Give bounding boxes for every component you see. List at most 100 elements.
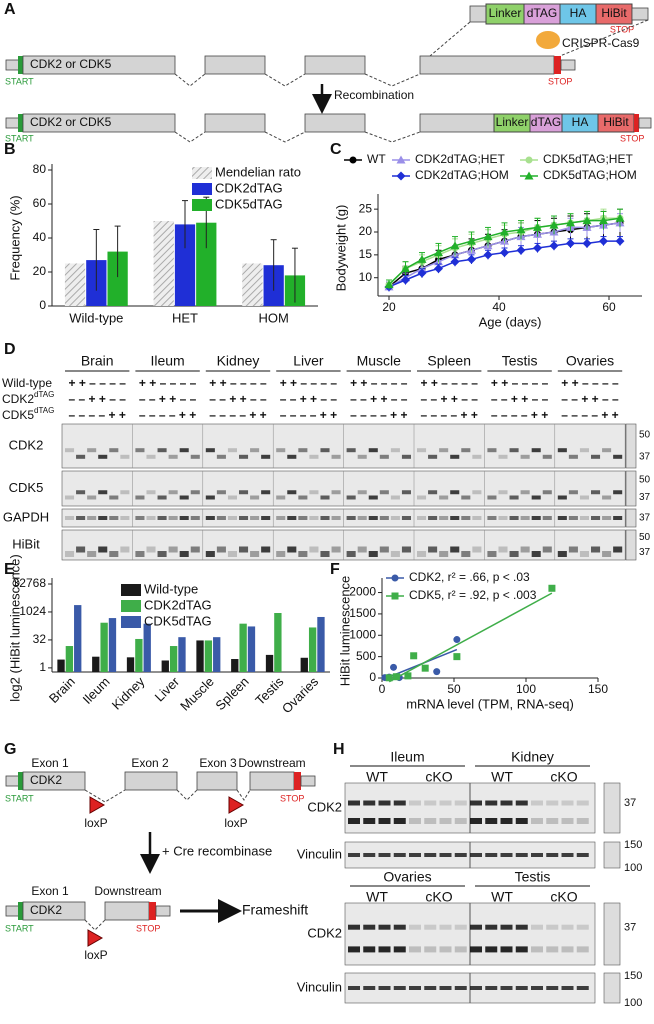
band — [168, 490, 178, 495]
start-label: START — [5, 923, 34, 933]
band — [190, 490, 200, 495]
band — [409, 853, 421, 857]
band — [348, 853, 360, 857]
legend-label: Wild-type — [144, 581, 198, 596]
legend-label: WT — [367, 152, 386, 166]
band — [472, 490, 482, 495]
band — [531, 946, 543, 953]
y-tick-label: 40 — [33, 230, 47, 244]
band — [546, 853, 559, 857]
y-axis-label: log2 (HiBit luminescence) — [7, 554, 22, 701]
band — [363, 924, 376, 930]
insert-label: HA — [570, 6, 587, 20]
bar — [178, 637, 186, 672]
data-point — [615, 236, 625, 246]
genotype-marks: – – – – + + — [139, 408, 196, 422]
band — [520, 516, 530, 520]
band — [190, 546, 200, 553]
genotype-label: cKO — [550, 769, 577, 785]
band — [287, 490, 297, 495]
mw-label: 37 — [639, 452, 651, 463]
band — [557, 495, 567, 500]
mw-label: 100 — [624, 862, 642, 874]
genotype-marks: – – + + – – — [491, 392, 549, 406]
band — [470, 853, 482, 857]
band — [331, 490, 341, 495]
band — [439, 818, 452, 824]
genotype-label: CDK2dTAG — [2, 390, 54, 406]
blot-label: GAPDH — [3, 509, 49, 524]
data-point — [566, 218, 575, 227]
genotype-label: WT — [491, 769, 513, 785]
x-axis-label: mRNA level (TPM, RNA-seq) — [406, 696, 574, 711]
ladder — [625, 423, 637, 469]
blot-label: CDK5 — [9, 480, 44, 495]
band — [500, 946, 513, 953]
band — [500, 924, 513, 930]
band — [542, 546, 552, 553]
y-axis-label: Frequency (%) — [7, 195, 22, 280]
legend-label: CDK2dTAG;HOM — [415, 168, 509, 182]
x-tick-label: 50 — [447, 682, 461, 696]
loxp-label: loxP — [84, 816, 107, 830]
band — [450, 490, 460, 495]
band — [470, 946, 482, 953]
result-label: Frameshift — [242, 902, 308, 918]
loxp-label: loxP — [84, 948, 107, 962]
blot-label: HiBit — [12, 536, 40, 551]
band — [320, 495, 330, 500]
band — [250, 516, 260, 520]
genotype-label: cKO — [425, 889, 452, 905]
band — [157, 495, 167, 500]
band — [368, 495, 378, 500]
band — [472, 546, 482, 553]
ladder — [625, 470, 637, 507]
data-point — [390, 663, 398, 671]
band — [557, 516, 567, 520]
band — [393, 946, 406, 953]
data-point — [533, 222, 542, 231]
band — [146, 516, 156, 520]
genotype-marks: – – – – + + — [491, 408, 548, 422]
x-tick-label: 20 — [382, 300, 396, 314]
band — [87, 495, 97, 500]
band — [417, 551, 427, 557]
band — [498, 454, 508, 459]
y-tick-label: 1 — [39, 660, 46, 674]
x-tick-label: Wild-type — [69, 310, 123, 325]
band — [450, 454, 460, 459]
panel-label: H — [333, 741, 345, 758]
band — [393, 853, 406, 857]
band — [579, 448, 589, 453]
genotype-marks: + + – – – – — [209, 376, 267, 390]
band — [591, 516, 601, 520]
band — [331, 516, 341, 520]
band — [205, 551, 215, 557]
stop-label: STOP — [548, 76, 572, 86]
band — [546, 924, 559, 930]
band — [379, 454, 389, 459]
tissue-label: Liver — [293, 353, 324, 369]
band — [500, 818, 513, 824]
start-label: START — [5, 793, 34, 803]
mw-label: 37 — [639, 492, 651, 503]
legend-marker — [391, 574, 399, 582]
tissue-label: Kidney — [511, 749, 554, 765]
data-point — [450, 257, 460, 267]
band — [485, 853, 498, 857]
band — [135, 551, 145, 557]
panel-label: D — [4, 341, 16, 358]
genotype-label: cKO — [425, 769, 452, 785]
cas9 — [536, 31, 560, 49]
band — [568, 516, 578, 520]
y-tick-label: 1000 — [349, 627, 376, 641]
exon-label: Exon 3 — [199, 756, 237, 770]
panel-label: G — [4, 741, 16, 758]
genotype-label: WT — [491, 889, 513, 905]
bar — [92, 656, 100, 672]
band — [568, 546, 578, 553]
genotype-marks: – – + + – – — [69, 392, 127, 406]
band — [65, 448, 75, 453]
legend-marker — [349, 156, 357, 164]
band — [428, 490, 438, 495]
